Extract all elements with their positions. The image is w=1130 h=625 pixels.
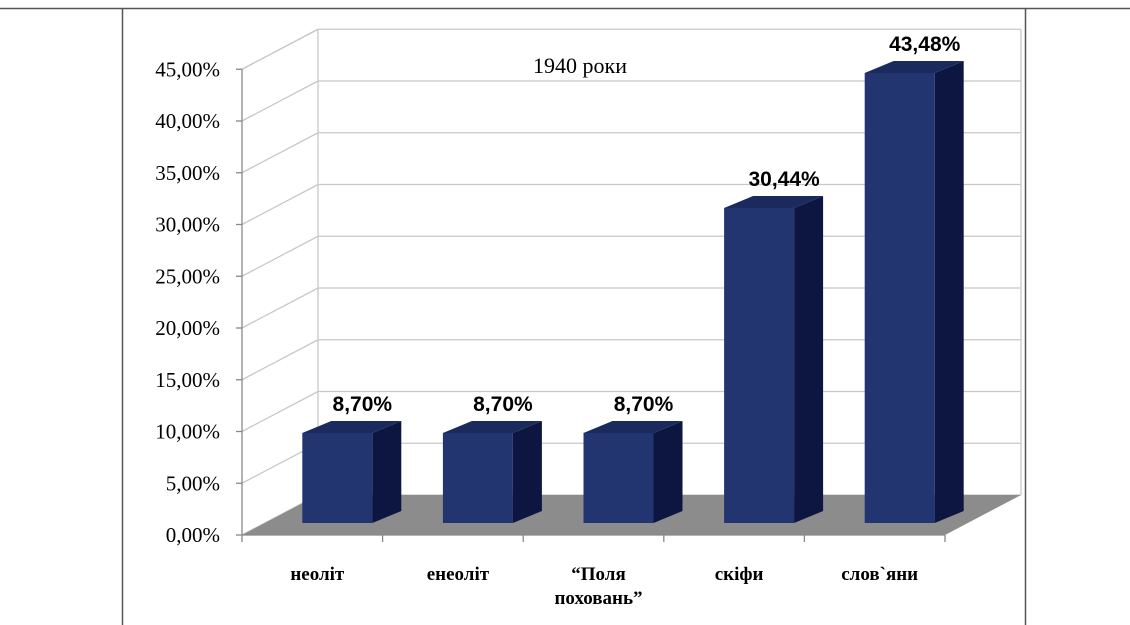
category-label: “Поля (571, 564, 625, 585)
category-label: неоліт (290, 564, 345, 585)
data-label: 43,48% (889, 33, 961, 56)
y-tick-label: 40,00% (155, 109, 220, 133)
bar-side (512, 420, 542, 523)
category-label: слов`яни (841, 564, 918, 585)
data-label: 30,44% (748, 168, 820, 191)
y-tick-label: 35,00% (155, 161, 220, 185)
bar (302, 432, 373, 523)
bar (864, 72, 935, 524)
y-tick-label: 30,00% (155, 213, 220, 237)
y-tick-label: 45,00% (155, 57, 220, 81)
data-label: 8,70% (473, 393, 533, 416)
bar-top (864, 60, 964, 73)
side-gridline (241, 235, 319, 277)
bar-side (794, 195, 824, 524)
bar (583, 432, 654, 523)
y-tick-label: 10,00% (155, 420, 220, 444)
category-label: скіфи (715, 564, 764, 585)
bar-side (372, 420, 402, 523)
y-tick-label: 25,00% (155, 264, 220, 288)
side-gridline (241, 28, 319, 70)
side-gridline (241, 390, 319, 433)
side-gridline (241, 287, 319, 329)
data-label: 8,70% (614, 393, 674, 416)
side-gridline (241, 80, 319, 122)
bar (442, 432, 513, 523)
bar-top (442, 420, 542, 433)
category-label: енеоліт (427, 564, 490, 585)
bar-top (302, 420, 402, 433)
y-tick-label: 0,00% (166, 523, 220, 547)
y-tick-label: 5,00% (166, 471, 220, 495)
bar-top (724, 195, 824, 208)
label-layer: 8,70% 8,70% 8,70% 30,44% 43,48% неоліт енеоліт… (290, 33, 960, 609)
bar-top (583, 420, 683, 433)
axis-layer: 0,00% 5,00% 10,00% 15,00% 20,00% 25,00% 30,00%… (155, 57, 946, 547)
side-gridline (241, 183, 319, 226)
y-tick-label: 15,00% (155, 368, 220, 392)
data-label: 8,70% (333, 393, 393, 416)
bar-layer (302, 60, 964, 524)
side-gridline (241, 132, 319, 174)
side-gridline (241, 339, 319, 381)
bar (724, 207, 795, 524)
bar-side (653, 420, 683, 523)
bar-side (934, 60, 964, 524)
y-tick-label: 20,00% (155, 316, 220, 340)
category-label: поховань” (554, 588, 642, 609)
chart-title: 1940 роки (533, 53, 627, 78)
